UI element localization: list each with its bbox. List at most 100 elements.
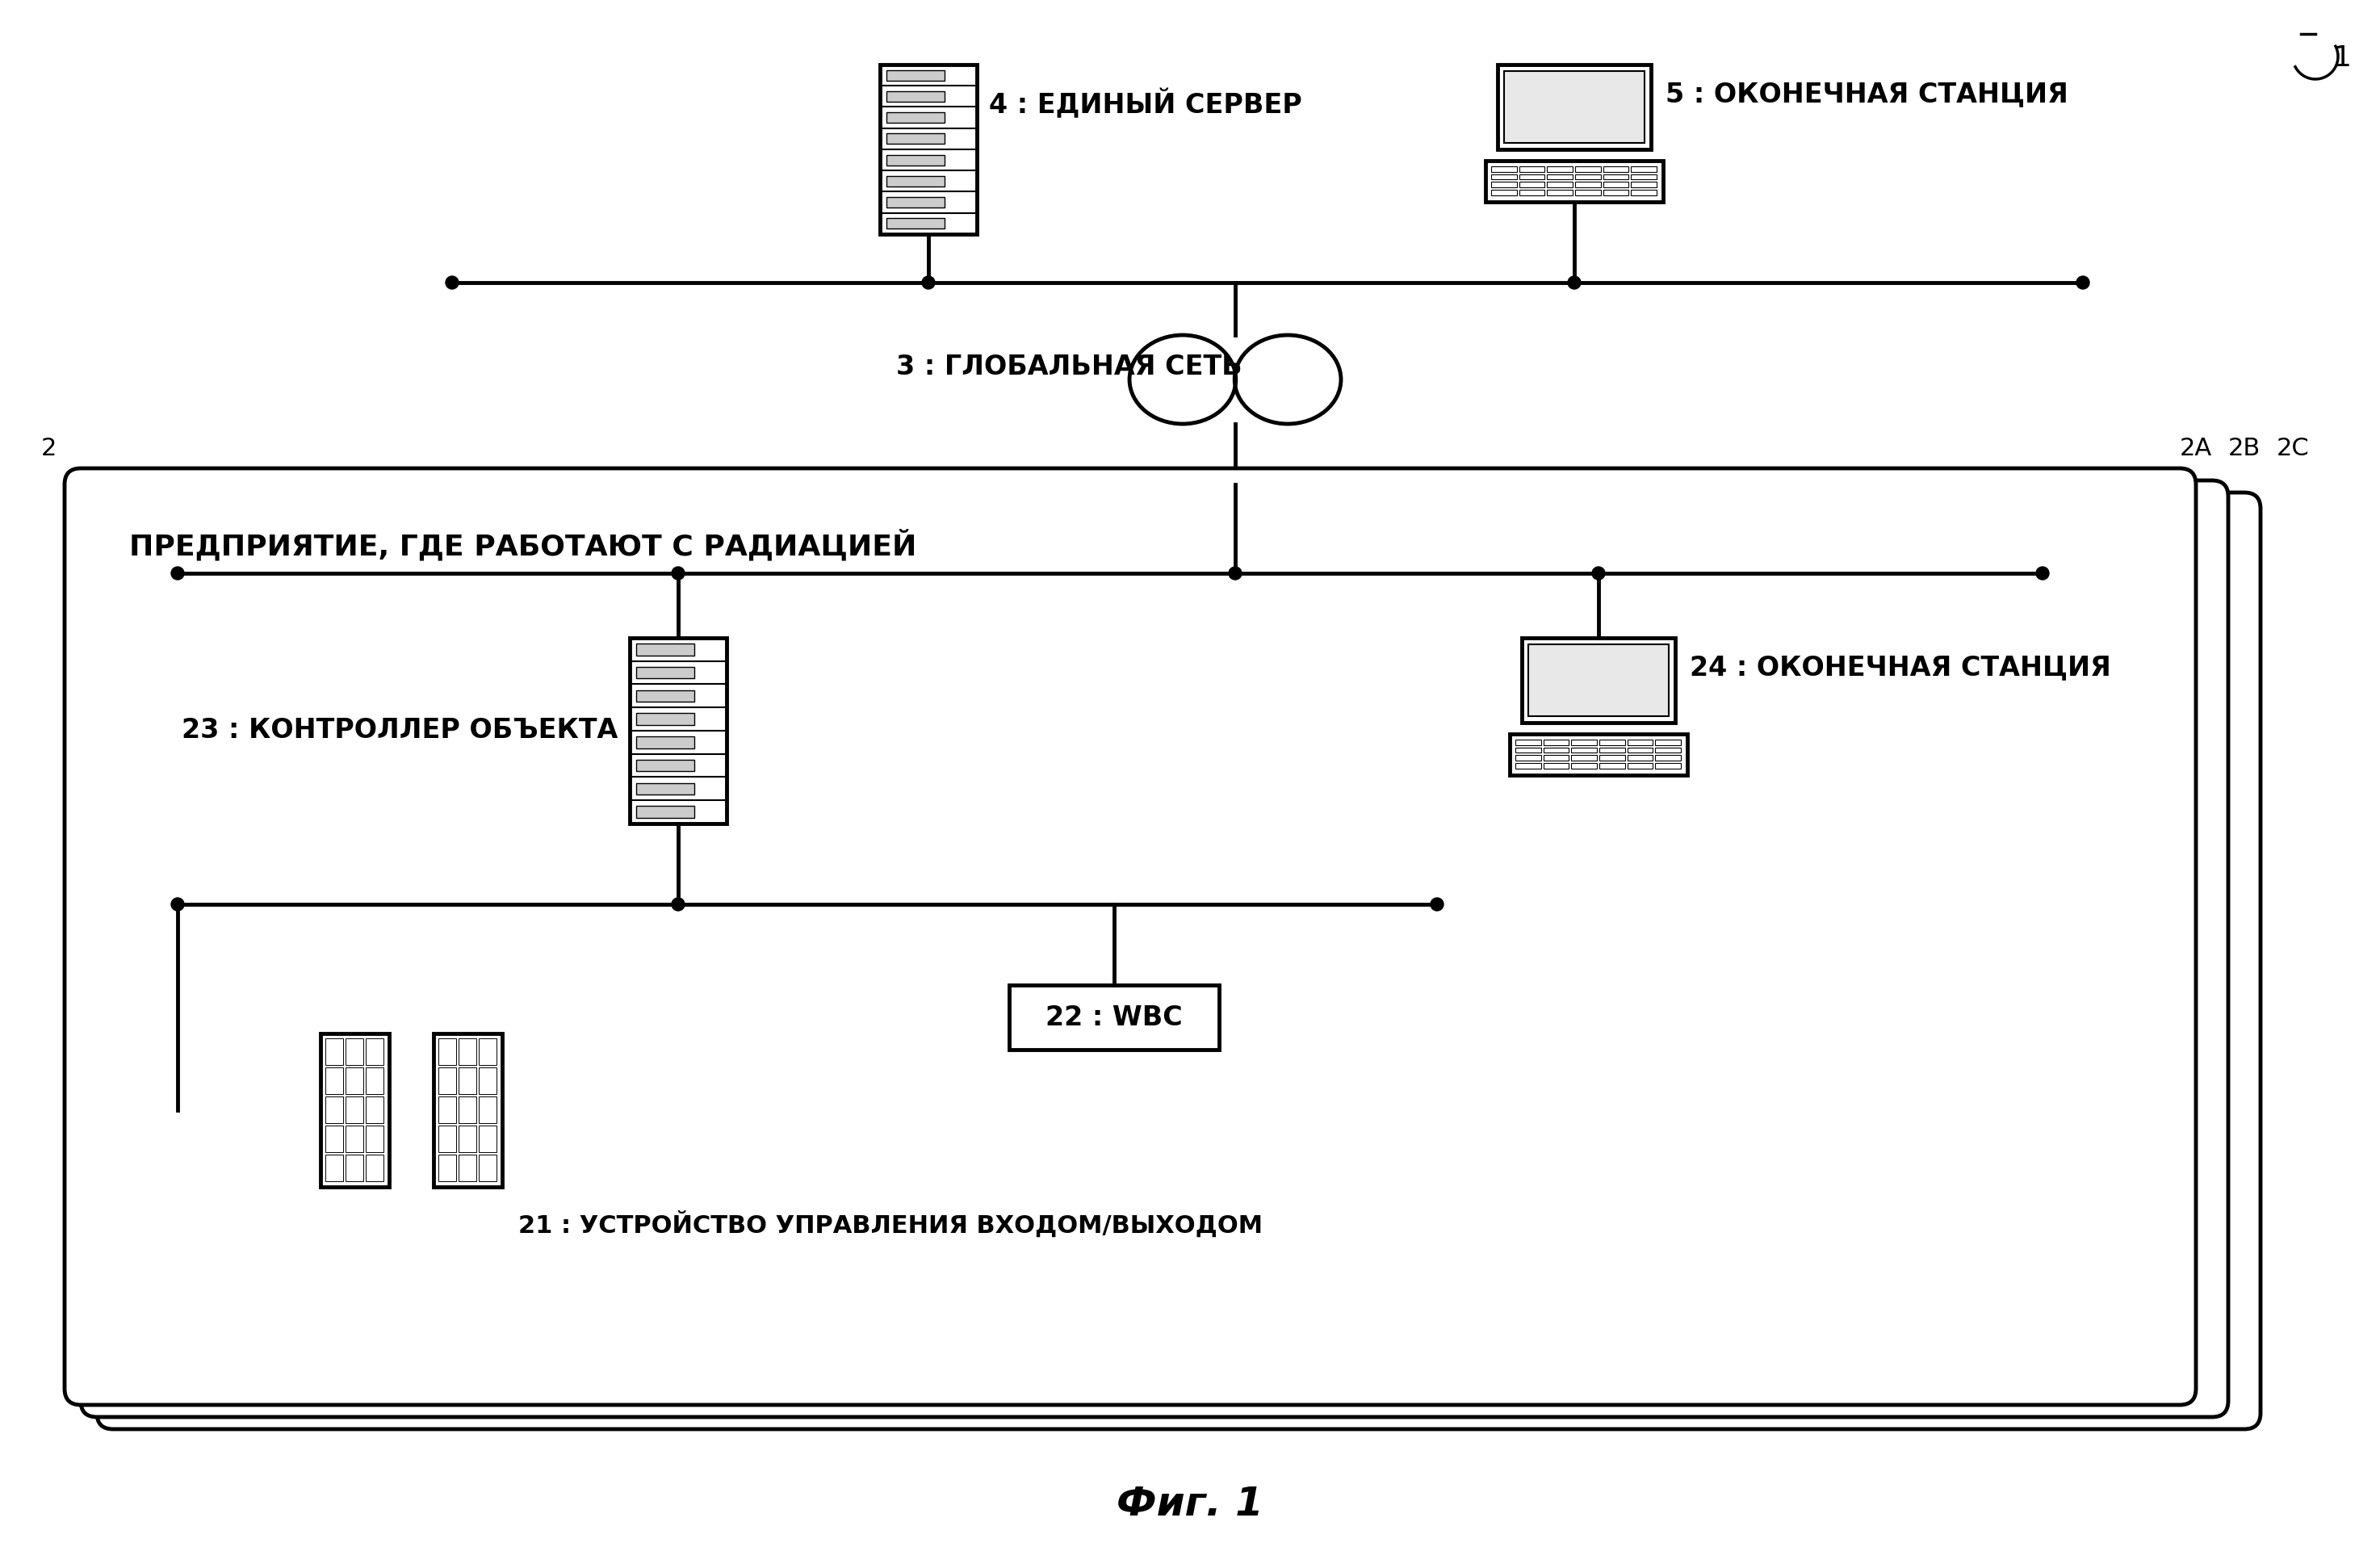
Text: 2B: 2B <box>2228 437 2261 461</box>
Bar <box>478 1038 497 1065</box>
Bar <box>326 1096 343 1123</box>
Bar <box>1518 174 1545 180</box>
Bar <box>1628 748 1654 753</box>
Text: 2: 2 <box>40 437 57 461</box>
Circle shape <box>1430 898 1445 911</box>
Bar <box>1628 740 1654 745</box>
Bar <box>1599 764 1626 768</box>
Bar <box>345 1154 364 1181</box>
Text: 21 : УСТРОЙСТВО УПРАВЛЕНИЯ ВХОДОМ/ВЫХОДОМ: 21 : УСТРОЙСТВО УПРАВЛЕНИЯ ВХОДОМ/ВЫХОДО… <box>519 1210 1264 1237</box>
Bar <box>1576 182 1602 188</box>
Bar <box>1604 174 1628 180</box>
Bar <box>1504 71 1645 143</box>
Bar <box>635 760 695 771</box>
Bar <box>367 1126 383 1152</box>
Bar <box>345 1126 364 1152</box>
Bar <box>635 782 695 795</box>
Bar <box>367 1068 383 1094</box>
Bar <box>438 1068 457 1094</box>
Bar <box>1604 190 1628 196</box>
Bar <box>367 1154 383 1181</box>
Bar <box>345 1096 364 1123</box>
Bar <box>635 806 695 818</box>
Bar <box>1490 182 1516 188</box>
Bar <box>1571 756 1597 760</box>
Text: 2A: 2A <box>2180 437 2211 461</box>
Circle shape <box>1568 276 1580 289</box>
Bar <box>1630 190 1656 196</box>
Bar <box>885 71 945 80</box>
Text: 23 : КОНТРОЛЛЕР ОБЪЕКТА: 23 : КОНТРОЛЛЕР ОБЪЕКТА <box>181 718 616 745</box>
Bar <box>1604 166 1628 172</box>
Bar <box>635 713 695 724</box>
Text: 1: 1 <box>2332 44 2351 72</box>
Bar <box>1485 160 1664 202</box>
Bar <box>367 1038 383 1065</box>
FancyBboxPatch shape <box>98 492 2261 1428</box>
Bar <box>459 1038 476 1065</box>
Circle shape <box>671 898 685 911</box>
Bar <box>1571 764 1597 768</box>
Bar <box>1516 764 1540 768</box>
Bar <box>1630 166 1656 172</box>
Bar <box>1521 638 1676 723</box>
Bar <box>1518 190 1545 196</box>
Bar <box>438 1154 457 1181</box>
Text: 4 : ЕДИНЫЙ СЕРВЕР: 4 : ЕДИНЫЙ СЕРВЕР <box>990 89 1302 119</box>
Bar <box>433 1033 502 1187</box>
Bar <box>1576 166 1602 172</box>
Bar <box>635 737 695 748</box>
Bar <box>1497 64 1652 149</box>
Bar <box>1542 740 1568 745</box>
Bar <box>885 91 945 102</box>
Bar <box>478 1154 497 1181</box>
Bar <box>478 1096 497 1123</box>
Bar <box>635 690 695 702</box>
Bar <box>1542 764 1568 768</box>
Bar <box>1518 166 1545 172</box>
Bar <box>885 155 945 165</box>
Bar <box>326 1068 343 1094</box>
Bar <box>1490 166 1516 172</box>
Bar <box>1628 756 1654 760</box>
Bar <box>1542 748 1568 753</box>
Bar <box>1604 182 1628 188</box>
Circle shape <box>671 566 685 580</box>
Bar <box>1571 748 1597 753</box>
Bar <box>459 1096 476 1123</box>
Bar <box>459 1068 476 1094</box>
Bar <box>367 1096 383 1123</box>
Circle shape <box>171 898 183 911</box>
Bar <box>1490 174 1516 180</box>
Text: 2C: 2C <box>2275 437 2309 461</box>
Bar <box>1009 985 1219 1049</box>
Bar <box>1599 748 1626 753</box>
Bar <box>881 64 976 234</box>
Bar <box>326 1154 343 1181</box>
Bar <box>1547 166 1573 172</box>
Bar <box>1542 756 1568 760</box>
Bar <box>1547 174 1573 180</box>
Bar <box>1656 764 1680 768</box>
Bar <box>885 113 945 122</box>
Bar <box>345 1068 364 1094</box>
Bar <box>1516 740 1540 745</box>
Bar <box>326 1126 343 1152</box>
Bar <box>345 1038 364 1065</box>
Circle shape <box>2075 276 2090 289</box>
Bar <box>438 1096 457 1123</box>
Bar <box>321 1033 390 1187</box>
FancyBboxPatch shape <box>64 469 2197 1405</box>
Bar <box>1516 756 1540 760</box>
Bar <box>438 1126 457 1152</box>
Text: 5 : ОКОНЕЧНАЯ СТАНЦИЯ: 5 : ОКОНЕЧНАЯ СТАНЦИЯ <box>1666 80 2068 107</box>
Bar <box>1547 190 1573 196</box>
Bar <box>459 1154 476 1181</box>
Circle shape <box>921 276 935 289</box>
Bar <box>1547 182 1573 188</box>
Bar <box>326 1038 343 1065</box>
Bar <box>885 176 945 187</box>
FancyBboxPatch shape <box>81 480 2228 1417</box>
Circle shape <box>171 566 183 580</box>
Text: Фиг. 1: Фиг. 1 <box>1116 1485 1264 1524</box>
